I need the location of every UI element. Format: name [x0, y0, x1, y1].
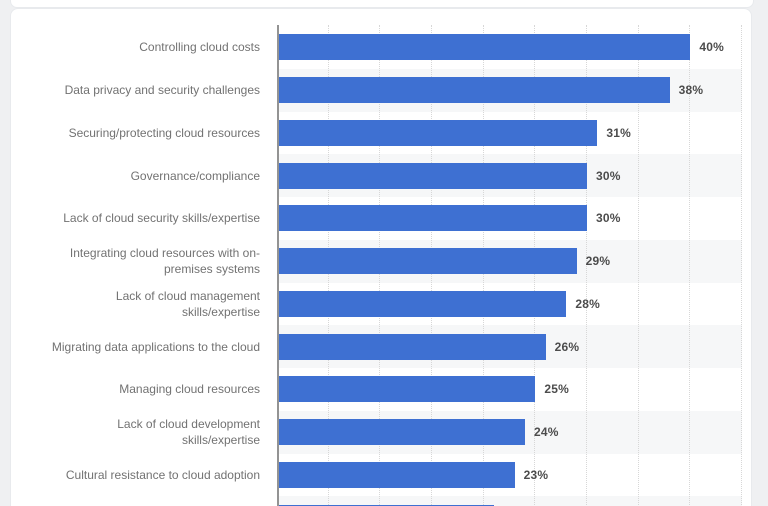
bar	[277, 205, 587, 232]
category-label-line: Cultural resistance to cloud adoption	[65, 467, 260, 482]
plot-cell: 38%	[277, 69, 751, 112]
chart-row: Migrating data applications to the cloud…	[11, 325, 751, 368]
bar	[277, 162, 587, 189]
gridline	[689, 25, 691, 506]
plot-cell: 25%	[277, 368, 751, 411]
plot-cell: 31%	[277, 112, 751, 155]
bar	[277, 461, 515, 488]
category-label: Securing/protecting cloud resources	[11, 112, 277, 155]
plot-cell: 30%	[277, 154, 751, 197]
value-label: 40%	[699, 40, 724, 55]
category-label: Managing cloud resources	[11, 368, 277, 411]
plot-cell: 29%	[277, 240, 751, 283]
bar	[277, 333, 546, 360]
bar	[277, 504, 494, 506]
category-label-line: Lack of cloud development	[117, 417, 260, 432]
category-label: Data privacy and security challenges	[11, 69, 277, 112]
value-label: 29%	[585, 254, 611, 269]
category-label-line: Governance/compliance	[130, 168, 260, 183]
bar	[277, 77, 670, 104]
gridline	[637, 25, 639, 506]
plot-cell: 30%	[277, 197, 751, 240]
plot-cell: 24%	[277, 411, 751, 454]
category-label-line: Securing/protecting cloud resources	[68, 125, 260, 140]
value-label: 23%	[523, 467, 549, 482]
chart-row: Securing/protecting cloud resources 31%	[11, 112, 751, 155]
category-label-line: Migrating data applications to the cloud	[51, 339, 260, 354]
bar-chart: Controlling cloud costs 40% Data privacy a…	[11, 9, 751, 506]
category-label: Migrating data applications to the cloud	[11, 325, 277, 368]
category-axis-line	[277, 25, 279, 506]
category-label-line: skills/expertise	[181, 433, 260, 448]
chart-row: Controlling cloud costs 40%	[11, 26, 751, 69]
category-label	[11, 496, 277, 506]
category-label: Controlling cloud costs	[11, 26, 277, 69]
gridline	[741, 25, 742, 506]
chart-row: Lack of cloud development skills/expertis…	[11, 411, 751, 454]
bar	[277, 376, 536, 403]
value-label: 38%	[678, 83, 704, 98]
value-label: 31%	[606, 125, 631, 140]
category-label-line: Managing cloud resources	[119, 382, 260, 397]
category-label-line: Lack of cloud management	[115, 288, 260, 303]
plot-cell: 26%	[277, 325, 751, 368]
plot-cell: 28%	[277, 283, 751, 326]
bar	[277, 248, 577, 275]
value-label: 30%	[596, 168, 621, 183]
bar	[277, 119, 598, 146]
plot-cell: 40%	[277, 26, 751, 69]
category-label-line: Integrating cloud resources with on-	[69, 246, 260, 261]
value-label: 24%	[534, 425, 559, 440]
plot-cell	[277, 496, 751, 506]
chart-row: Integrating cloud resources with on-prem…	[11, 240, 751, 283]
value-label: 26%	[554, 339, 580, 354]
chart-row: Governance/compliance 30%	[11, 154, 751, 197]
chart-row: Lack of cloud management skills/expertise…	[11, 283, 751, 326]
category-label: Lack of cloud management skills/expertise	[11, 283, 277, 326]
chart-card: Controlling cloud costs 40% Data privacy a…	[10, 8, 752, 506]
category-label-line: premises systems	[163, 262, 260, 277]
value-label: 28%	[575, 296, 600, 311]
row-band	[277, 496, 742, 506]
category-label-line: Data privacy and security challenges	[64, 83, 260, 98]
category-label-line: Controlling cloud costs	[139, 40, 260, 55]
chart-row: Data privacy and security challenges 38%	[11, 69, 751, 112]
category-label: Lack of cloud security skills/expertise	[11, 197, 277, 240]
category-label-line: skills/expertise	[181, 304, 260, 319]
category-label: Cultural resistance to cloud adoption	[11, 454, 277, 497]
bar	[277, 419, 525, 446]
category-label: Integrating cloud resources with on-prem…	[11, 240, 277, 283]
chart-rows-layer: Controlling cloud costs 40% Data privacy a…	[11, 9, 751, 506]
gridline	[586, 25, 587, 506]
bar	[277, 290, 567, 317]
category-label: Lack of cloud development skills/expertis…	[11, 411, 277, 454]
chart-row: Lack of cloud security skills/expertise 3…	[11, 197, 751, 240]
category-label-line: Lack of cloud security skills/expertise	[63, 211, 260, 226]
adjacent-card-edge	[10, 0, 754, 8]
chart-row: Managing cloud resources 25%	[11, 368, 751, 411]
bar	[277, 34, 691, 61]
chart-row	[11, 496, 751, 506]
category-label: Governance/compliance	[11, 154, 277, 197]
value-label: 25%	[544, 382, 569, 397]
chart-row: Cultural resistance to cloud adoption 23%	[11, 454, 751, 497]
value-label: 30%	[596, 211, 621, 226]
plot-cell: 23%	[277, 454, 751, 497]
